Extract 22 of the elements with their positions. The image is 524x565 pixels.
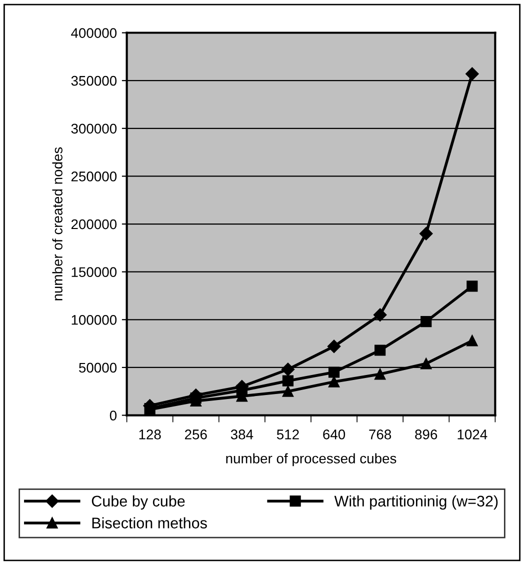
- y-axis-title: number of created nodes: [52, 147, 62, 300]
- y-tick-label: 50000: [79, 362, 117, 373]
- legend-label: Bisection methos: [92, 517, 207, 528]
- y-tick-label: 150000: [72, 267, 117, 278]
- y-tick-label: 200000: [71, 219, 117, 230]
- y-tick-label: 350000: [71, 76, 117, 86]
- x-tick-label: 512: [276, 430, 299, 440]
- y-tick-label: 300000: [71, 124, 117, 134]
- x-axis-title: number of processed cubes: [226, 453, 396, 466]
- x-tick-label: 128: [139, 430, 161, 440]
- y-tick-label: 100000: [72, 314, 117, 325]
- x-tick-label: 1024: [458, 430, 488, 440]
- x-tick-label: 384: [230, 430, 254, 440]
- legend-label: Cube by cube: [92, 495, 185, 510]
- x-tick-label: 768: [369, 430, 392, 440]
- x-tick-label: 640: [323, 430, 346, 440]
- x-tick-label: 896: [415, 430, 438, 440]
- y-tick-label: 250000: [71, 172, 117, 182]
- y-tick-label: 0: [110, 410, 117, 420]
- x-tick-label: 256: [184, 430, 207, 440]
- y-tick-label: 400000: [71, 28, 117, 38]
- legend-label: With partitioninig (w=32): [334, 495, 498, 510]
